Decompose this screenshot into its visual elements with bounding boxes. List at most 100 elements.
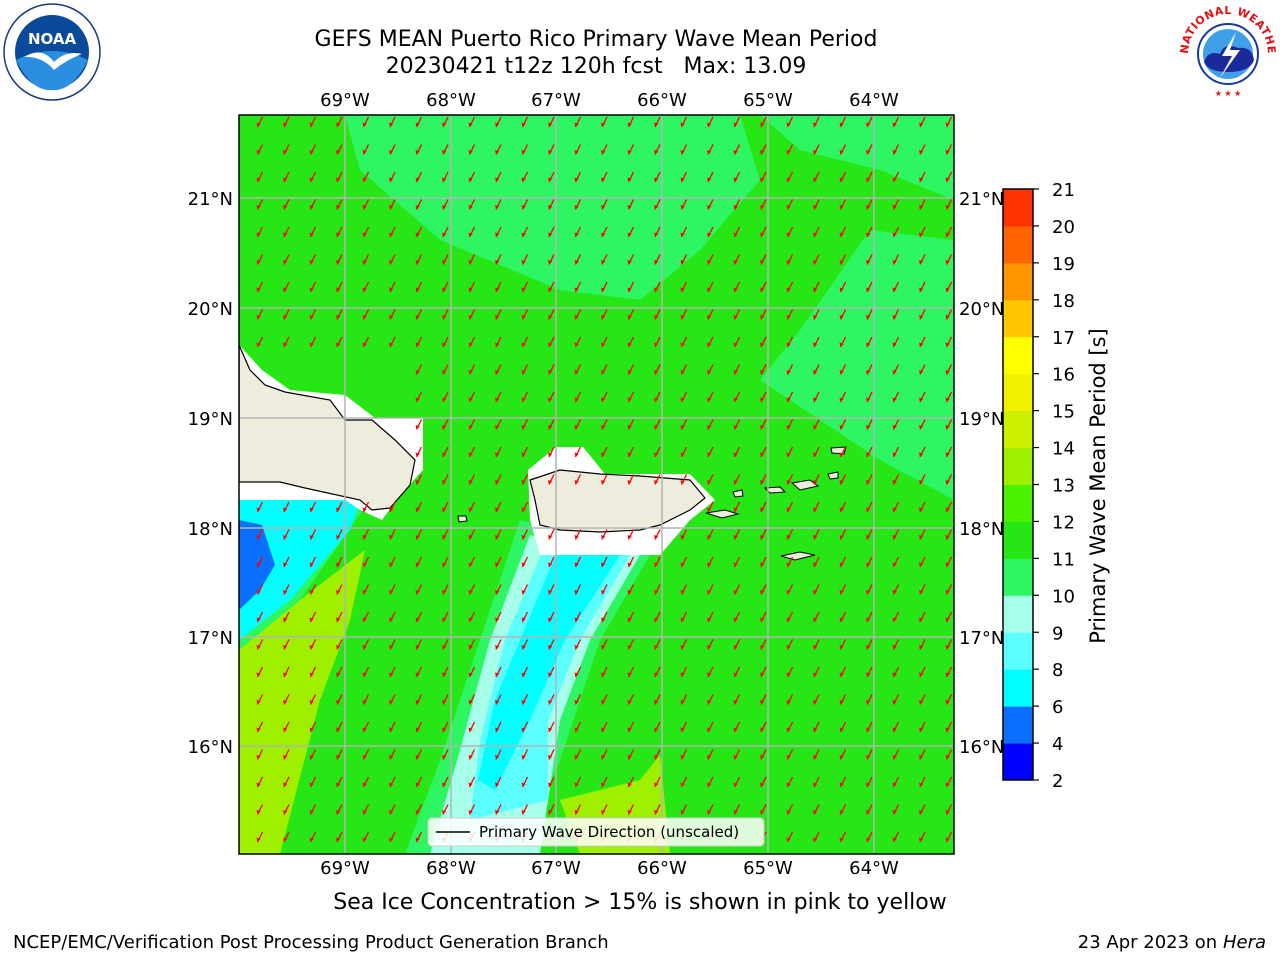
wave-arrow-head bbox=[468, 177, 473, 182]
wave-arrow-head bbox=[945, 645, 950, 650]
lon-label-top: 69°W bbox=[320, 90, 370, 111]
wave-arrow-head bbox=[389, 727, 394, 732]
wave-arrow-head bbox=[283, 177, 288, 182]
wave-arrow-head bbox=[892, 315, 897, 320]
wave-arrow-head bbox=[495, 122, 500, 127]
wave-arrow-head bbox=[336, 287, 341, 292]
wave-arrow-head bbox=[945, 342, 950, 347]
wave-arrow-head bbox=[839, 727, 844, 732]
wave-arrow-head bbox=[574, 342, 579, 347]
wave-arrow-head bbox=[362, 590, 367, 595]
wave-arrow-head bbox=[336, 810, 341, 815]
wave-arrow-head bbox=[574, 452, 579, 457]
wave-arrow-head bbox=[415, 315, 420, 320]
wave-arrow-head bbox=[707, 452, 712, 457]
wave-arrow-head bbox=[733, 177, 738, 182]
wave-arrow-head bbox=[839, 287, 844, 292]
wave-arrow-head bbox=[415, 507, 420, 512]
wave-arrow-head bbox=[733, 645, 738, 650]
wave-arrow-head bbox=[760, 342, 765, 347]
wave-arrow-head bbox=[627, 727, 632, 732]
wave-arrow-head bbox=[283, 287, 288, 292]
wave-arrow-head bbox=[707, 782, 712, 787]
wave-arrow-head bbox=[495, 782, 500, 787]
wave-arrow-head bbox=[601, 810, 606, 815]
wave-arrow-head bbox=[601, 315, 606, 320]
wave-arrow-head bbox=[919, 755, 924, 760]
wave-arrow-head bbox=[680, 562, 685, 567]
wave-arrow-head bbox=[336, 645, 341, 650]
wave-arrow-head bbox=[760, 700, 765, 705]
wave-arrow-head bbox=[468, 755, 473, 760]
wave-arrow-head bbox=[415, 645, 420, 650]
wave-arrow-head bbox=[442, 342, 447, 347]
colorbar-tick-label: 21 bbox=[1052, 180, 1075, 201]
wave-arrow-head bbox=[680, 260, 685, 265]
wave-arrow-head bbox=[866, 535, 871, 540]
wave-arrow-head bbox=[521, 562, 526, 567]
wave-arrow-head bbox=[866, 287, 871, 292]
wave-arrow-head bbox=[309, 287, 314, 292]
wave-arrow-head bbox=[468, 810, 473, 815]
wave-arrow-head bbox=[733, 535, 738, 540]
wave-arrow-head bbox=[866, 315, 871, 320]
wave-arrow-head bbox=[654, 617, 659, 622]
wave-arrow-head bbox=[866, 232, 871, 237]
wave-arrow-head bbox=[256, 260, 261, 265]
wave-arrow-head bbox=[866, 700, 871, 705]
wave-arrow-head bbox=[786, 645, 791, 650]
wave-arrow-head bbox=[415, 232, 420, 237]
wave-arrow-head bbox=[627, 480, 632, 485]
wave-arrow-head bbox=[839, 425, 844, 430]
wave-arrow-head bbox=[389, 315, 394, 320]
wave-arrow-head bbox=[574, 122, 579, 127]
wave-arrow-head bbox=[786, 782, 791, 787]
wave-arrow-head bbox=[627, 370, 632, 375]
wave-arrow-head bbox=[389, 177, 394, 182]
wave-arrow-head bbox=[495, 397, 500, 402]
wave-arrow-head bbox=[574, 260, 579, 265]
wave-arrow-head bbox=[839, 397, 844, 402]
wave-arrow-head bbox=[468, 645, 473, 650]
wave-arrow-head bbox=[521, 425, 526, 430]
wave-arrow-head bbox=[813, 342, 818, 347]
wave-arrow-head bbox=[548, 810, 553, 815]
wave-arrow-head bbox=[627, 672, 632, 677]
wave-arrow-head bbox=[707, 177, 712, 182]
wave-arrow-head bbox=[389, 562, 394, 567]
wave-arrow-head bbox=[839, 590, 844, 595]
wave-arrow-head bbox=[415, 810, 420, 815]
wave-arrow-head bbox=[733, 782, 738, 787]
wave-arrow-head bbox=[680, 205, 685, 210]
colorbar-tick-label: 4 bbox=[1052, 734, 1063, 755]
wave-arrow-head bbox=[892, 425, 897, 430]
wave-arrow-head bbox=[919, 260, 924, 265]
wave-arrow-head bbox=[786, 590, 791, 595]
wave-arrow-head bbox=[362, 342, 367, 347]
wave-arrow-head bbox=[574, 782, 579, 787]
wave-arrow-head bbox=[892, 727, 897, 732]
wave-arrow-head bbox=[654, 700, 659, 705]
wave-arrow-head bbox=[707, 397, 712, 402]
wave-arrow-head bbox=[839, 617, 844, 622]
map-field bbox=[239, 115, 954, 854]
land-hispaniola bbox=[239, 344, 416, 511]
wave-arrow-head bbox=[760, 727, 765, 732]
wave-arrow-head bbox=[468, 700, 473, 705]
wave-arrow-head bbox=[892, 837, 897, 842]
wave-arrow-head bbox=[760, 150, 765, 155]
lon-label-top: 67°W bbox=[531, 90, 581, 111]
wave-arrow-head bbox=[919, 535, 924, 540]
wave-arrow-head bbox=[733, 617, 738, 622]
wave-arrow-head bbox=[945, 397, 950, 402]
wave-arrow-head bbox=[760, 397, 765, 402]
wave-arrow-head bbox=[415, 590, 420, 595]
wave-arrow-head bbox=[442, 177, 447, 182]
wave-arrow-head bbox=[283, 700, 288, 705]
wave-arrow-head bbox=[601, 617, 606, 622]
wave-arrow-head bbox=[256, 287, 261, 292]
wave-arrow-head bbox=[627, 645, 632, 650]
colorbar-segment bbox=[1003, 336, 1033, 375]
wave-arrow-head bbox=[601, 342, 606, 347]
wave-arrow-head bbox=[786, 535, 791, 540]
